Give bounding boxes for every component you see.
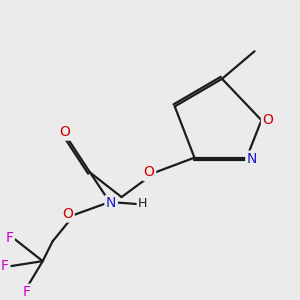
Text: O: O [62,207,73,221]
Text: F: F [5,231,13,245]
Text: N: N [247,152,257,166]
Text: H: H [138,197,148,211]
Text: N: N [106,196,116,211]
Text: O: O [59,125,70,139]
Text: F: F [22,285,30,299]
Text: O: O [262,113,273,127]
Text: O: O [144,165,154,179]
Text: F: F [1,259,9,273]
